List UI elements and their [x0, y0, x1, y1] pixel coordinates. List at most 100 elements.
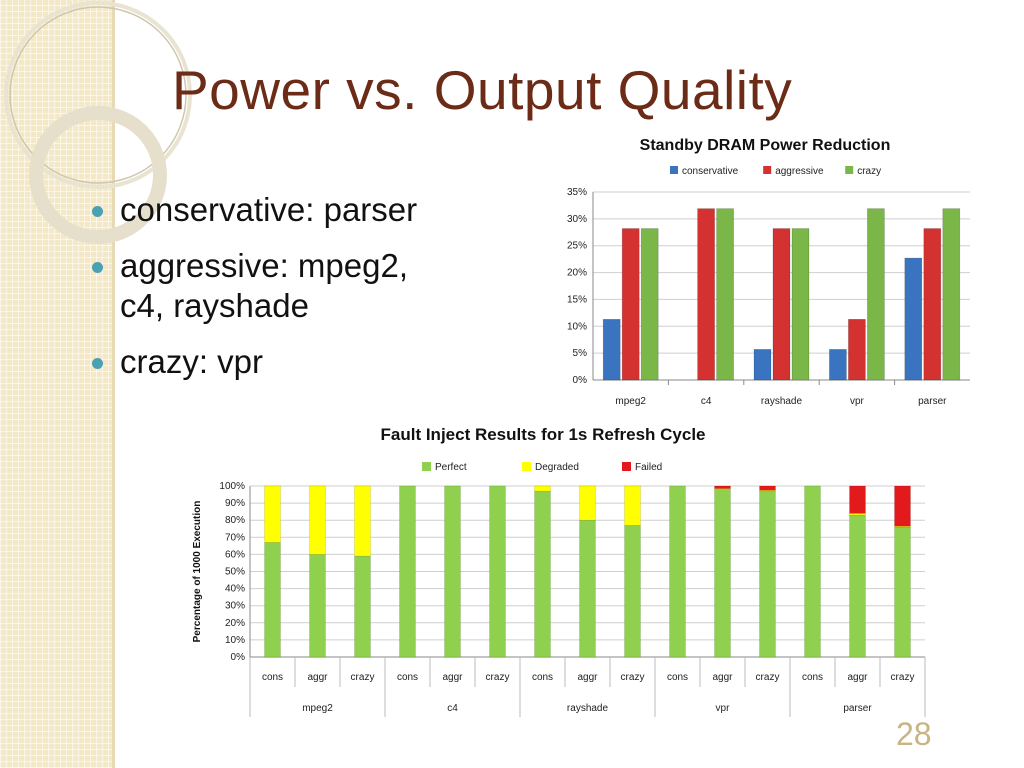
bar [848, 319, 866, 381]
x-subcategory-label: cons [262, 672, 283, 683]
legend-label: Degraded [535, 462, 579, 473]
legend-swatch [845, 166, 854, 174]
x-subcategory-label: aggr [307, 672, 328, 683]
stacked-bar-segment [534, 485, 551, 492]
legend-swatch [622, 462, 631, 471]
bullet-text: aggressive: mpeg2, [120, 247, 408, 284]
x-category-label: vpr [850, 396, 865, 407]
y-tick-label: 5% [573, 348, 588, 359]
stacked-bar-segment [804, 485, 821, 658]
bullet-dot-icon [92, 358, 103, 369]
bar [791, 228, 810, 381]
bullet-text: crazy: vpr [120, 343, 264, 380]
x-group-label: c4 [447, 703, 458, 714]
stacked-bar-segment [309, 485, 326, 555]
x-subcategory-label: crazy [351, 672, 375, 683]
stacked-bar-segment [354, 555, 371, 658]
legend-swatch [522, 462, 531, 471]
bullet-list: conservative: parser aggressive: mpeg2, … [92, 190, 522, 398]
decorative-ring-inner [9, 6, 187, 184]
legend-label: Failed [635, 462, 662, 473]
stacked-bar-segment [894, 485, 911, 527]
x-subcategory-label: crazy [486, 672, 510, 683]
y-tick-label: 30% [567, 214, 587, 225]
bar [904, 257, 923, 381]
x-subcategory-label: cons [532, 672, 553, 683]
stacked-bar-segment [489, 485, 506, 658]
bullet-item: aggressive: mpeg2, c4, rayshade [92, 246, 522, 326]
stacked-bar-segment [354, 485, 371, 557]
legend-label: conservative [682, 166, 739, 177]
bar [716, 208, 734, 381]
stacked-bar-segment [264, 542, 281, 658]
y-tick-label: 80% [225, 515, 245, 526]
stacked-bar-segment [849, 513, 866, 516]
stacked-bar-segment [624, 525, 641, 658]
x-category-label: rayshade [761, 396, 803, 407]
stacked-bar-segment [849, 485, 866, 514]
x-subcategory-label: aggr [442, 672, 463, 683]
stacked-bar-segment [624, 485, 641, 526]
legend-swatch [763, 166, 772, 174]
x-subcategory-label: cons [397, 672, 418, 683]
bullet-dot-icon [92, 262, 103, 273]
y-tick-label: 40% [225, 584, 245, 595]
bar [772, 228, 791, 381]
bar [753, 349, 772, 381]
x-subcategory-label: cons [667, 672, 688, 683]
legend-swatch [670, 166, 678, 174]
y-tick-label: 50% [225, 567, 245, 578]
y-tick-label: 70% [225, 532, 245, 543]
y-tick-label: 10% [567, 321, 587, 332]
bar [867, 208, 885, 381]
page-number: 28 [896, 716, 932, 752]
bar [829, 349, 847, 381]
stacked-bar-segment [534, 490, 551, 658]
slide-title: Power vs. Output Quality [172, 59, 793, 121]
decorative-rings [4, 1, 192, 244]
stacked-bar-segment [264, 485, 281, 543]
legend-label: Perfect [435, 462, 467, 473]
y-tick-label: 20% [567, 268, 587, 279]
x-group-label: mpeg2 [302, 703, 333, 714]
stacked-bar-segment [309, 554, 326, 658]
stacked-bar-segment [669, 485, 686, 658]
bar [640, 228, 659, 381]
stacked-bar-segment [714, 489, 731, 658]
stacked-bar-segment [579, 485, 596, 521]
y-tick-label: 15% [567, 294, 587, 305]
bar [602, 319, 621, 381]
y-tick-label: 60% [225, 549, 245, 560]
legend-label: crazy [857, 166, 881, 177]
chart-title: Fault Inject Results for 1s Refresh Cycl… [381, 425, 706, 444]
legend-label: aggressive [775, 166, 824, 177]
bar [923, 228, 942, 381]
power-reduction-chart: Standby DRAM Power Reduction conservative… [567, 137, 970, 407]
stacked-bar-segment [759, 485, 776, 491]
x-subcategory-label: crazy [891, 672, 915, 683]
x-group-label: rayshade [567, 703, 609, 714]
bullet-text: conservative: parser [120, 191, 418, 228]
bullet-dot-icon [92, 206, 103, 217]
bullet-item: conservative: parser [92, 190, 522, 230]
x-subcategory-label: aggr [712, 672, 733, 683]
decorative-ring-outer [4, 1, 192, 189]
chart-title: Standby DRAM Power Reduction [640, 137, 891, 154]
y-tick-label: 35% [567, 187, 587, 198]
y-axis-title: Percentage of 1000 Execution [192, 501, 203, 643]
decorative-side-edge [112, 0, 115, 768]
bullet-item: crazy: vpr [92, 342, 522, 382]
x-subcategory-label: aggr [847, 672, 868, 683]
bar [621, 228, 640, 381]
bar [697, 208, 715, 381]
x-category-label: parser [918, 396, 947, 407]
decorative-ring-thick [29, 106, 167, 244]
x-group-label: parser [843, 703, 872, 714]
stacked-bar-segment [759, 490, 776, 658]
x-category-label: mpeg2 [615, 396, 646, 407]
stacked-bar-segment [399, 485, 416, 658]
x-subcategory-label: crazy [756, 672, 780, 683]
y-tick-label: 90% [225, 498, 245, 509]
y-tick-label: 25% [567, 241, 587, 252]
bullet-text-continued: c4, rayshade [120, 287, 309, 324]
